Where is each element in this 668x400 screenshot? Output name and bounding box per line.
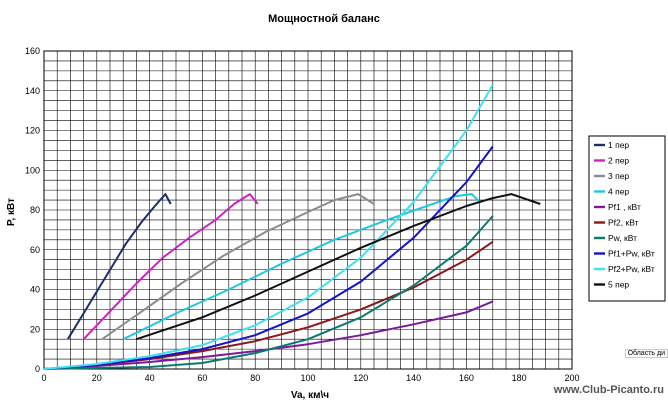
x-tick-label: 20: [92, 373, 102, 383]
legend-box: [588, 135, 666, 302]
y-tick-label: 40: [30, 285, 40, 295]
series-line: [101, 193, 375, 341]
x-tick-label: 120: [353, 373, 368, 383]
legend-label: Pw, кВт: [608, 233, 637, 243]
series-line: [43, 84, 494, 370]
x-tick-label: 0: [41, 373, 46, 383]
series-line: [43, 145, 494, 370]
y-tick-label: 0: [35, 364, 40, 374]
series-line: [82, 193, 259, 340]
series-line: [136, 193, 541, 341]
x-tick-label: 100: [300, 373, 315, 383]
area-label: Область ди: [624, 349, 668, 358]
y-tick-label: 140: [25, 86, 40, 96]
legend-label: 5 пер: [608, 280, 629, 290]
series-line: [66, 193, 172, 340]
y-tick-label: 100: [25, 165, 40, 175]
x-tick-label: 40: [145, 373, 155, 383]
legend[interactable]: 1 пер 2 пер 3 пер 4 пер Pf1 , кВт Pf2, кВт Pw,…: [588, 135, 666, 302]
legend-label: Pf1+Pw, кВт: [608, 249, 655, 259]
y-tick-label: 60: [30, 245, 40, 255]
series-line: [43, 300, 494, 370]
x-axis-title: Va, км\ч: [291, 390, 329, 400]
legend-label: 2 пер: [608, 156, 629, 166]
y-tick-label: 80: [30, 205, 40, 215]
x-tick-label: 160: [459, 373, 474, 383]
y-axis-title: P, кВт: [6, 198, 17, 226]
grid: [43, 50, 573, 370]
x-tick-label: 140: [406, 373, 421, 383]
x-tick-label: 180: [512, 373, 527, 383]
chart-title: Мощностной баланс: [268, 13, 380, 25]
x-tick-label: 60: [197, 373, 207, 383]
legend-label: Pf2, кВт: [608, 218, 639, 228]
plot-lines: [43, 84, 541, 370]
x-tick-label: 80: [250, 373, 260, 383]
legend-label: Pf1 , кВт: [608, 202, 641, 212]
legend-label: Pf2+Pw, кВт: [608, 264, 655, 274]
series-line: [43, 215, 494, 370]
tick-labels: 0 20 40 60 80 100 120 140 160 180 200 0 20 40 60 80 100 1…: [25, 46, 580, 383]
series-line: [122, 193, 481, 341]
y-tick-label: 120: [25, 126, 40, 136]
legend-label: 3 пер: [608, 171, 629, 181]
watermark: www.Club-Picanto.ru: [553, 384, 664, 396]
legend-label: 4 пер: [608, 187, 629, 197]
x-tick-label: 200: [564, 373, 579, 383]
legend-label: 1 пер: [608, 140, 629, 150]
y-tick-label: 160: [25, 46, 40, 56]
y-tick-label: 20: [30, 324, 40, 334]
